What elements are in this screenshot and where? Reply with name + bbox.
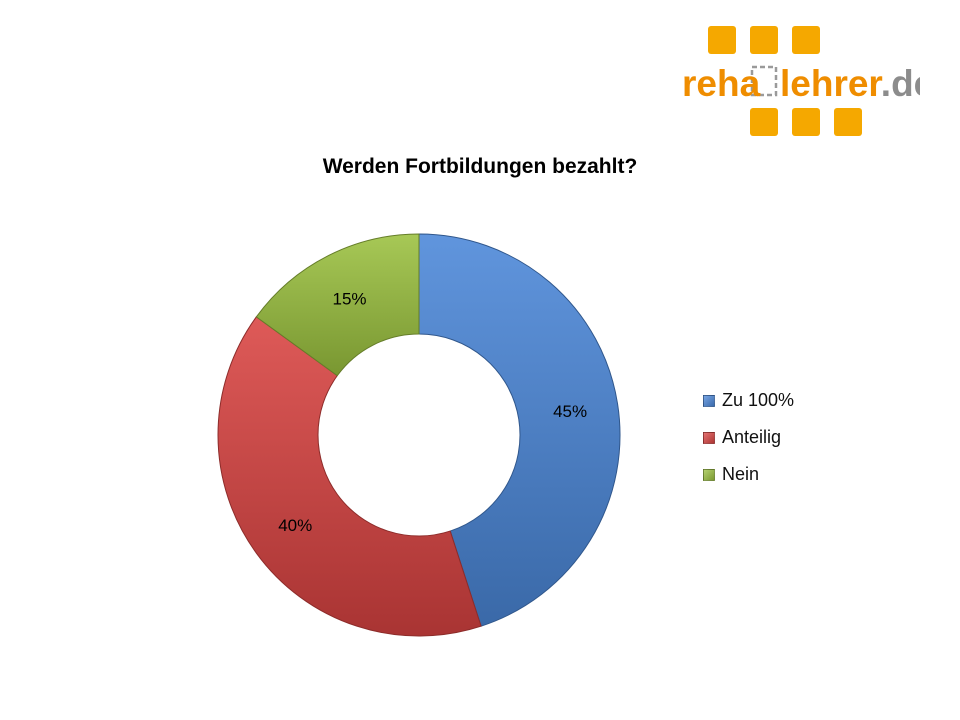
chart-title: Werden Fortbildungen bezahlt?	[322, 155, 638, 178]
rehalehrer-logo: reha lehrer.de	[682, 26, 920, 136]
donut-slice-2	[255, 233, 420, 377]
donut-data-labels: 45% 40% 15%	[278, 290, 587, 535]
legend-swatch-2	[703, 468, 715, 481]
logo-text-lehrer: lehrer.de	[780, 63, 920, 104]
donut-slice-1	[217, 316, 482, 637]
donut-slices	[217, 233, 621, 637]
legend-label-2: Nein	[722, 464, 760, 484]
legend-label-1: Anteilig	[722, 427, 782, 447]
data-label-2: 15%	[333, 290, 367, 309]
chart-legend: Zu 100% Anteilig Nein	[703, 382, 794, 493]
logo-text-lehrer-main: lehrer	[780, 63, 882, 104]
logo-text-de: .de	[881, 63, 920, 104]
logo-text-reha: reha	[682, 63, 761, 104]
legend-item-0: Zu 100%	[703, 382, 794, 419]
legend-swatch-1	[703, 431, 715, 444]
legend-item-1: Anteilig	[703, 419, 794, 456]
data-label-0: 45%	[553, 402, 587, 421]
legend-item-2: Nein	[703, 456, 794, 493]
legend-label-0: Zu 100%	[722, 390, 795, 410]
logo-blocks	[708, 26, 862, 136]
legend-swatch-0	[703, 394, 715, 407]
data-label-1: 40%	[278, 516, 312, 535]
donut-slice-0	[418, 233, 621, 627]
logo-dashed-box	[750, 65, 778, 97]
